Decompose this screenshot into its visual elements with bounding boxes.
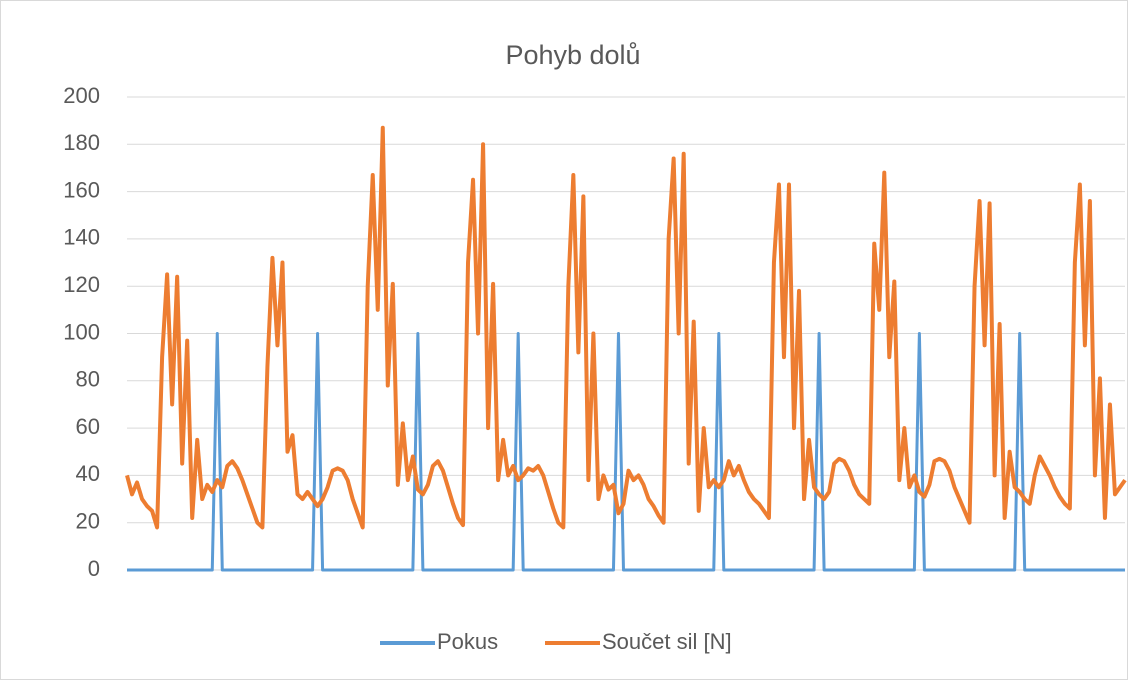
legend-label: Pokus bbox=[437, 629, 498, 654]
series-line bbox=[125, 125, 1127, 530]
y-tick-label: 140 bbox=[63, 225, 100, 250]
y-tick-label: 60 bbox=[76, 414, 100, 439]
y-tick-label: 120 bbox=[63, 272, 100, 297]
y-tick-label: 200 bbox=[63, 83, 100, 108]
legend-label: Součet sil [N] bbox=[602, 629, 732, 654]
y-tick-label: 80 bbox=[76, 367, 100, 392]
y-tick-label: 180 bbox=[63, 130, 100, 155]
y-tick-label: 0 bbox=[88, 556, 100, 581]
y-tick-label: 160 bbox=[63, 177, 100, 202]
y-tick-label: 20 bbox=[76, 509, 100, 534]
chart-title: Pohyb dolů bbox=[505, 40, 640, 70]
y-tick-label: 40 bbox=[76, 461, 100, 486]
series-line bbox=[127, 332, 1125, 572]
y-tick-label: 100 bbox=[63, 319, 100, 344]
